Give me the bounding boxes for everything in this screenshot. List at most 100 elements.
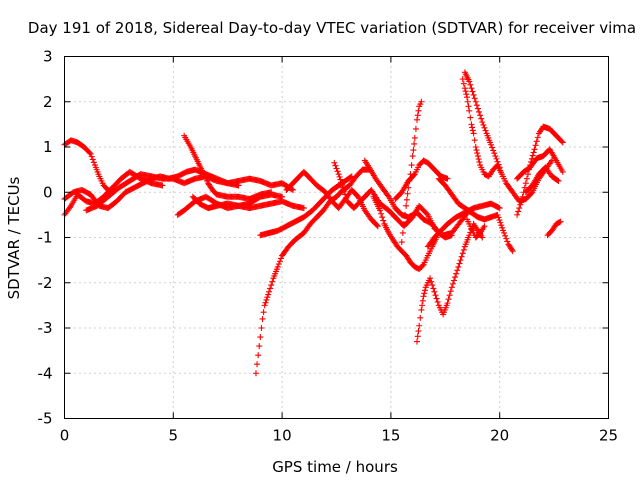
data-point <box>432 292 439 299</box>
x-tick-label: 0 <box>60 427 70 445</box>
data-point <box>336 173 343 180</box>
data-point <box>88 153 95 160</box>
data-point <box>414 333 421 340</box>
data-point <box>464 98 471 105</box>
data-point <box>419 262 426 269</box>
data-point <box>266 288 273 295</box>
data-point <box>433 295 440 302</box>
data-point <box>378 210 385 217</box>
data-point <box>428 278 435 285</box>
data-point <box>415 328 422 335</box>
chart-title: Day 191 of 2018, Sidereal Day-to-day VTE… <box>28 19 636 37</box>
data-point <box>404 190 411 197</box>
data-point <box>289 186 296 193</box>
data-point <box>472 144 479 150</box>
y-tick-label: -5 <box>38 410 53 428</box>
data-point <box>452 274 459 281</box>
data-point <box>489 144 496 151</box>
data-point <box>468 121 475 128</box>
data-point <box>470 91 477 98</box>
data-point <box>414 112 421 119</box>
y-tick-label: -2 <box>38 274 53 292</box>
data-point <box>257 334 264 341</box>
data-point <box>343 194 350 201</box>
data-point <box>373 222 380 229</box>
data-point <box>474 105 481 112</box>
data-point <box>521 184 528 191</box>
data-point <box>423 210 430 217</box>
series-0 <box>61 69 566 377</box>
data-point <box>472 98 479 105</box>
data-point <box>90 159 97 166</box>
data-point <box>254 361 261 368</box>
data-point <box>487 141 494 148</box>
data-point <box>429 282 436 289</box>
data-point <box>558 138 565 145</box>
data-point <box>459 76 466 83</box>
data-point <box>516 205 523 212</box>
x-tick-label: 25 <box>599 427 618 445</box>
data-point <box>427 275 434 282</box>
data-point <box>408 162 415 169</box>
data-point <box>523 175 530 182</box>
data-point <box>265 291 272 298</box>
data-point <box>331 159 338 166</box>
data-point <box>463 91 470 98</box>
data-point <box>499 224 506 231</box>
data-point <box>399 229 406 236</box>
plot-frame <box>64 56 609 419</box>
data-point <box>259 315 266 322</box>
data-point <box>461 85 468 92</box>
data-point <box>473 102 480 109</box>
data-point <box>374 223 381 230</box>
data-point <box>89 156 96 163</box>
data-point <box>533 138 540 145</box>
data-point <box>402 211 409 218</box>
data-point <box>410 147 417 154</box>
data-point <box>414 338 421 345</box>
data-point <box>418 98 425 105</box>
data-point <box>252 370 259 377</box>
data-point <box>476 108 483 115</box>
data-point <box>554 177 561 184</box>
gridlines <box>64 56 609 419</box>
data-point <box>496 205 503 212</box>
data-point <box>530 149 537 156</box>
data-point <box>459 250 466 257</box>
data-point <box>255 352 262 359</box>
data-point <box>467 114 474 121</box>
data-point <box>446 292 453 299</box>
data-point <box>411 134 418 141</box>
data-point <box>492 153 499 160</box>
data-point <box>466 232 473 239</box>
data-point <box>503 235 510 242</box>
x-tick-label: 10 <box>273 427 292 445</box>
data-point <box>474 153 481 160</box>
data-point <box>430 285 437 292</box>
data-point <box>476 159 483 166</box>
data-point <box>337 176 344 183</box>
data-point <box>454 267 461 274</box>
data-point <box>478 115 485 122</box>
y-tick-label: 3 <box>43 48 53 66</box>
data-point <box>418 306 425 313</box>
data-point <box>267 285 274 292</box>
data-point <box>495 214 502 221</box>
data-point <box>335 171 342 178</box>
x-tick-label: 15 <box>381 427 400 445</box>
data-point <box>481 223 488 230</box>
data-point <box>268 282 275 289</box>
data-point <box>409 153 416 160</box>
data-point <box>490 147 497 154</box>
data-point <box>434 298 441 305</box>
y-tick-label: 2 <box>43 93 53 111</box>
data-point <box>471 137 478 144</box>
data-point <box>464 94 471 101</box>
data-point <box>522 180 529 187</box>
data-point <box>263 296 270 303</box>
data-point <box>341 188 348 195</box>
data-point <box>276 258 283 265</box>
data-point <box>531 146 538 153</box>
data-point <box>555 177 562 184</box>
